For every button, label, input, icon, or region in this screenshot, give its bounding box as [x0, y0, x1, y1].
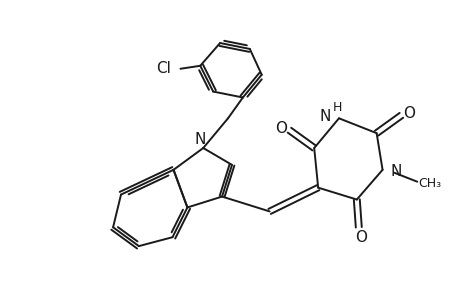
Text: O: O	[403, 106, 414, 121]
Text: N: N	[390, 164, 401, 179]
Text: N: N	[319, 109, 330, 124]
Text: O: O	[354, 230, 366, 245]
Text: CH₃: CH₃	[418, 177, 441, 190]
Text: N: N	[194, 132, 206, 147]
Text: Cl: Cl	[155, 61, 170, 76]
Text: H: H	[331, 101, 341, 114]
Text: O: O	[275, 121, 287, 136]
